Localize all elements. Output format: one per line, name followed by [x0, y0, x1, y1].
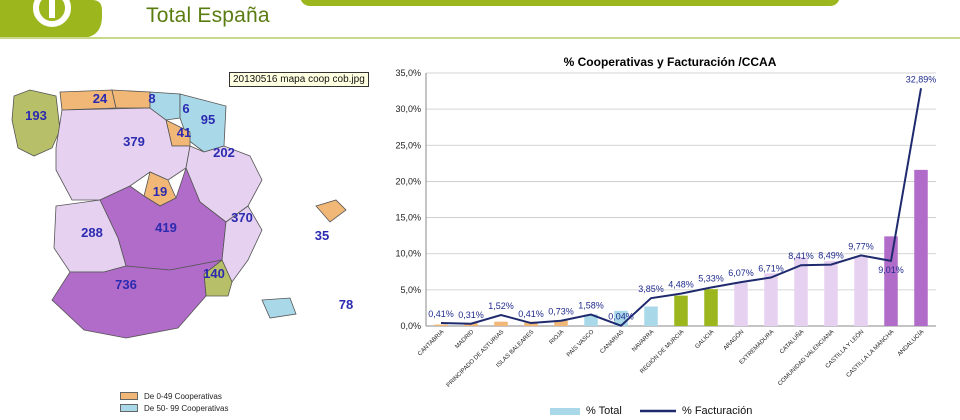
bar — [644, 306, 658, 326]
y-tick-label: 35,0% — [395, 68, 421, 78]
facturacion-line — [440, 88, 922, 327]
data-label: 9,01% — [878, 265, 904, 275]
map-region — [261, 297, 297, 319]
chart-bars — [434, 169, 928, 326]
cooperatives-chart: % Cooperativas y Facturación /CCAA 0,41%… — [380, 46, 960, 420]
data-label: 1,58% — [578, 301, 604, 311]
y-tick-label: 10,0% — [395, 249, 421, 259]
map-legend-swatch-0 — [120, 392, 138, 400]
image-tooltip: 20130516 mapa coop cob.jpg — [229, 72, 369, 87]
data-label: 6,71% — [758, 263, 784, 273]
map-legend: De 0-49 Cooperativas De 50- 99 Cooperati… — [120, 390, 370, 414]
map-legend-item: De 0-49 Cooperativas — [120, 390, 370, 402]
company-logo — [0, 0, 102, 38]
bar — [824, 260, 838, 326]
bar — [704, 289, 718, 326]
map-region-value: 736 — [115, 277, 137, 292]
brand-banner — [300, 0, 840, 6]
chart-legend: % Total % Facturación — [550, 405, 752, 417]
map-region-value: 193 — [25, 108, 47, 123]
map-region-value: 95 — [201, 112, 215, 127]
data-label: 6,07% — [728, 268, 754, 278]
legend-label: % Total — [586, 405, 622, 417]
data-label: 5,33% — [698, 273, 724, 283]
bar — [494, 321, 508, 326]
data-label: 9,77% — [848, 241, 874, 251]
y-tick-label: 20,0% — [395, 176, 421, 186]
data-label: 8,49% — [818, 251, 844, 261]
y-tick-label: 5,0% — [400, 285, 421, 295]
data-label: 4,48% — [668, 280, 694, 290]
y-tick-label: 25,0% — [395, 140, 421, 150]
bar — [554, 320, 568, 326]
map-region — [149, 91, 181, 121]
chart-background — [380, 46, 960, 420]
bar — [584, 314, 598, 326]
data-label: 8,41% — [788, 251, 814, 261]
chart-grid — [425, 72, 936, 327]
map-legend-item: De 50- 99 Cooperativas — [120, 402, 370, 414]
legend-swatch-total — [550, 408, 580, 415]
data-label: 0,41% — [428, 309, 454, 319]
map-region-value: 41 — [177, 125, 191, 140]
bar — [674, 295, 688, 326]
map-values: 193 24 8 6 95 41 379 202 19 419 288 370 140 736 35 78 — [25, 91, 353, 312]
legend-label: % Facturación — [682, 405, 752, 417]
y-tick-label: 0,0% — [400, 321, 421, 331]
map-region — [315, 199, 347, 223]
bar — [794, 257, 808, 326]
data-label: 0,73% — [548, 307, 574, 317]
map-legend-label: De 50- 99 Cooperativas — [144, 403, 229, 413]
y-tick-label: 15,0% — [395, 213, 421, 223]
y-tick-label: 30,0% — [395, 104, 421, 114]
map-legend-label: De 0-49 Cooperativas — [144, 391, 222, 401]
spain-cooperatives-map: 193 24 8 6 95 41 379 202 19 419 288 370 140 736 35 78 — [0, 60, 400, 420]
chart-data-labels: 0,41% 0,31% 1,52% 0,41% 0,73% 1,58% 0,04% 3,85%… — [428, 74, 936, 321]
map-legend-swatch-1 — [120, 404, 138, 412]
bar — [734, 282, 748, 326]
map-region — [51, 259, 223, 339]
bar — [764, 273, 778, 326]
data-label: 0,31% — [458, 310, 484, 320]
data-label: 32,89% — [906, 74, 937, 84]
map-region-value: 24 — [93, 91, 108, 106]
map-region-value: 78 — [339, 297, 353, 312]
map-region-value: 288 — [81, 225, 103, 240]
map-region — [111, 89, 151, 109]
map-region — [11, 89, 61, 157]
bar — [854, 256, 868, 326]
map-region — [59, 89, 117, 111]
map-region-value: 202 — [213, 145, 235, 160]
map-region-value: 379 — [123, 134, 145, 149]
map-region-value: 35 — [315, 228, 329, 243]
map-region-value: 419 — [155, 220, 177, 235]
map-region-value: 6 — [182, 101, 189, 116]
data-label: 3,85% — [638, 284, 664, 294]
chart-y-ticks: 0,0% 5,0% 10,0% 15,0% 20,0% 25,0% 30,0% 35,0% — [395, 68, 421, 331]
data-label: 1,52% — [488, 301, 514, 311]
map-region-value: 8 — [148, 91, 155, 106]
map-region-value: 370 — [231, 210, 253, 225]
map-region-value: 140 — [203, 266, 225, 281]
bar — [884, 236, 898, 326]
chart-line — [440, 88, 922, 327]
map-regions — [11, 89, 347, 339]
data-label: 0,41% — [518, 309, 544, 319]
page-subtitle: Total España — [146, 4, 270, 27]
chart-title: % Cooperativas y Facturación /CCAA — [564, 55, 777, 69]
bar — [914, 169, 928, 326]
data-label: 0,04% — [608, 312, 634, 322]
bar — [434, 324, 448, 326]
header-divider — [0, 37, 960, 39]
map-region-value: 19 — [153, 184, 167, 199]
